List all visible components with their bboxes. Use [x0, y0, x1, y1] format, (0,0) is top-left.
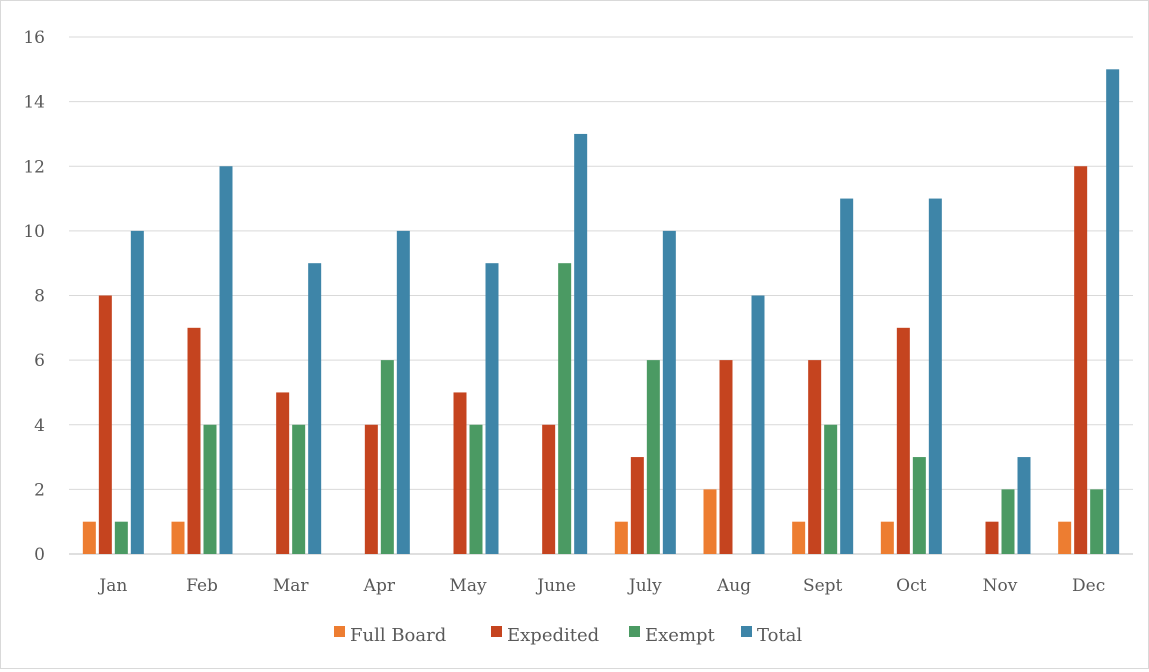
bar-exempt-may	[469, 424, 483, 554]
bar-full-board-dec	[1058, 521, 1072, 554]
y-axis-ticks: 0 2 4 6 8 10 12 14 16	[23, 28, 45, 565]
legend-label: Full Board	[350, 625, 446, 646]
legend-label: Expedited	[507, 625, 599, 646]
x-tick-label: July	[627, 576, 662, 596]
bar-total-nov	[1017, 457, 1031, 554]
bar-full-board-july	[614, 521, 628, 554]
x-tick-label: June	[535, 576, 576, 596]
legend-swatch-exempt	[629, 626, 640, 637]
x-tick-label: Jan	[97, 576, 127, 596]
bar-full-board-jan	[82, 521, 96, 554]
bar-total-feb	[219, 166, 233, 554]
bar-expedited-may	[453, 392, 467, 554]
bar-expedited-feb	[187, 327, 201, 554]
legend-label: Total	[757, 625, 802, 646]
x-tick-label: Sept	[803, 576, 843, 596]
y-tick-label: 8	[34, 287, 45, 307]
x-tick-label: Aug	[716, 576, 751, 596]
bar-full-board-aug	[703, 489, 717, 554]
bar-expedited-july	[630, 457, 644, 554]
y-tick-label: 16	[23, 28, 45, 48]
x-tick-label: May	[449, 576, 487, 596]
bar-expedited-aug	[719, 360, 733, 554]
bar-expedited-june	[542, 424, 556, 554]
bar-exempt-sept	[824, 424, 838, 554]
legend: Full Board Expedited Exempt Total	[334, 625, 802, 646]
bar-expedited-jan	[98, 295, 112, 554]
bar-exempt-june	[558, 263, 572, 554]
bar-total-may	[485, 263, 499, 554]
legend-swatch-full-board	[334, 626, 345, 637]
bars	[82, 69, 1120, 554]
bar-total-dec	[1106, 69, 1120, 554]
bar-full-board-feb	[171, 521, 185, 554]
y-tick-label: 4	[34, 416, 45, 436]
bar-total-jan	[130, 230, 144, 554]
x-axis-ticks: Jan Feb Mar Apr May June July Aug Sept Oct Nov Dec	[97, 576, 1105, 596]
bar-exempt-apr	[380, 360, 394, 554]
bar-expedited-oct	[896, 327, 910, 554]
y-tick-label: 14	[23, 93, 45, 113]
y-tick-label: 10	[23, 222, 45, 242]
x-tick-label: Nov	[983, 576, 1018, 596]
bar-total-oct	[928, 198, 942, 554]
x-tick-label: Mar	[273, 576, 310, 596]
x-tick-label: Oct	[896, 576, 926, 596]
y-tick-label: 12	[23, 157, 45, 177]
legend-swatch-total	[741, 626, 752, 637]
bar-expedited-sept	[808, 360, 822, 554]
bar-expedited-nov	[985, 521, 999, 554]
bar-total-sept	[840, 198, 854, 554]
bar-exempt-oct	[912, 457, 926, 554]
bar-total-aug	[751, 295, 765, 554]
bar-full-board-oct	[880, 521, 894, 554]
legend-swatch-expedited	[491, 626, 502, 637]
bar-exempt-feb	[203, 424, 217, 554]
bar-exempt-nov	[1001, 489, 1015, 554]
bar-full-board-sept	[792, 521, 806, 554]
y-tick-label: 0	[34, 545, 45, 565]
gridlines	[69, 36, 1133, 555]
bar-exempt-jan	[114, 521, 128, 554]
bar-exempt-dec	[1090, 489, 1104, 554]
x-tick-label: Apr	[363, 576, 396, 596]
legend-label: Exempt	[645, 625, 716, 646]
x-tick-label: Dec	[1072, 576, 1105, 596]
bar-expedited-mar	[276, 392, 290, 554]
y-tick-label: 2	[34, 480, 45, 500]
bar-exempt-july	[646, 360, 660, 554]
bar-total-june	[574, 133, 588, 554]
bar-total-apr	[396, 230, 410, 554]
y-tick-label: 6	[34, 351, 45, 371]
bar-expedited-apr	[364, 424, 378, 554]
bar-total-mar	[308, 263, 322, 554]
bar-total-july	[662, 230, 676, 554]
bar-exempt-mar	[292, 424, 306, 554]
bar-expedited-dec	[1074, 166, 1088, 554]
x-tick-label: Feb	[186, 576, 218, 596]
